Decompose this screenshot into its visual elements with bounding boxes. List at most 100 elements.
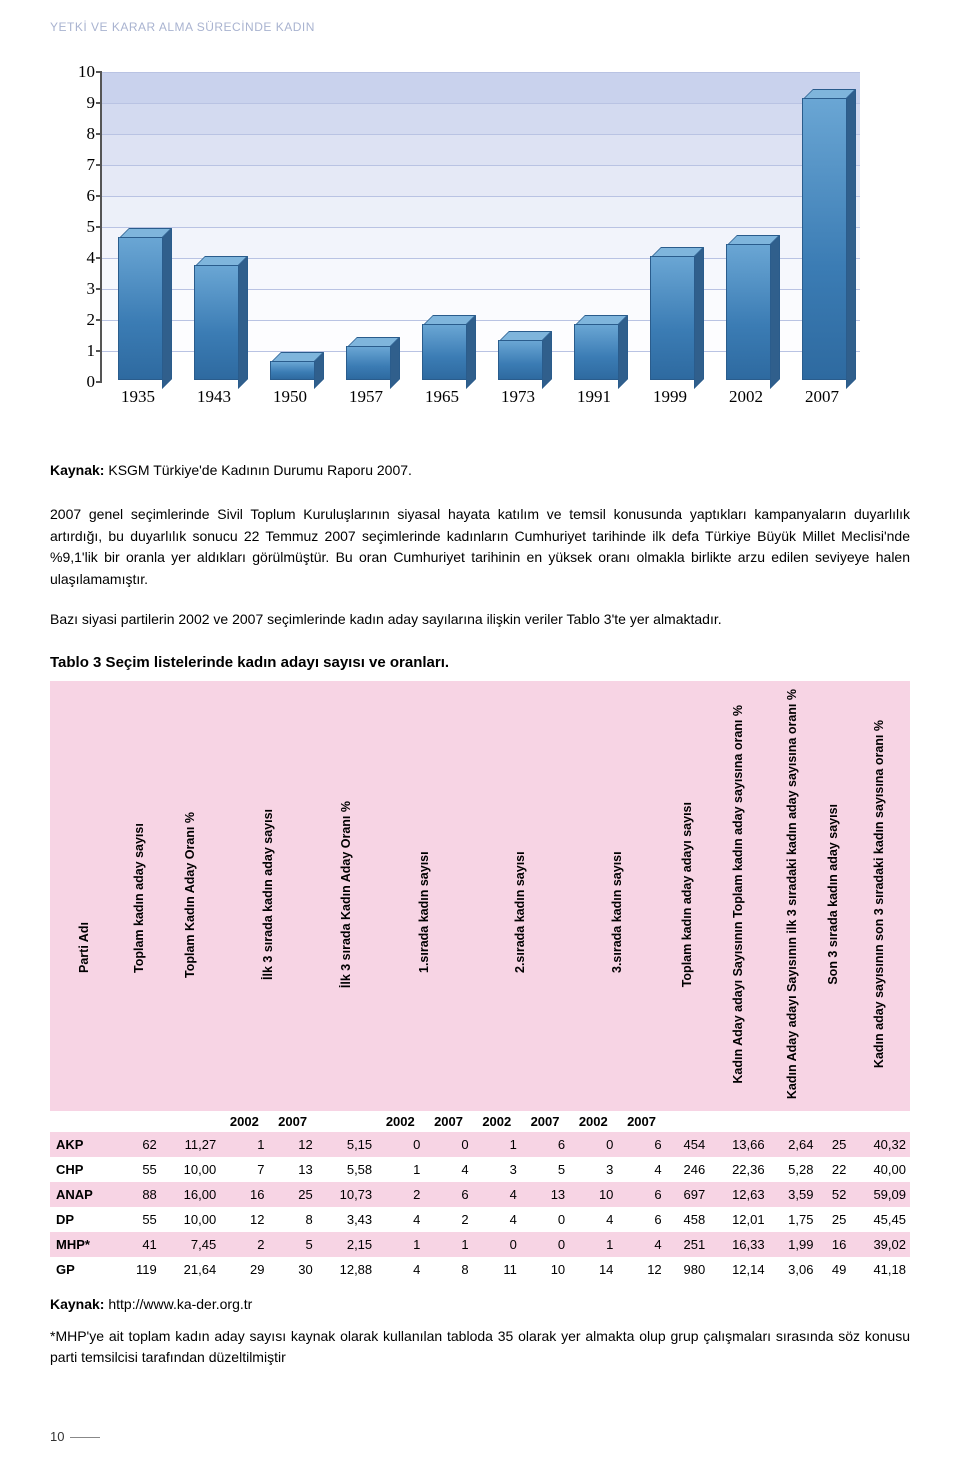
bar (498, 340, 543, 380)
data-cell: 13 (268, 1157, 316, 1182)
year-cell: 2007 (617, 1111, 665, 1132)
party-cell: CHP (50, 1157, 119, 1182)
x-tick-label: 1991 (564, 387, 624, 407)
data-cell: 0 (473, 1232, 521, 1257)
data-cell: 13 (521, 1182, 569, 1207)
bar (194, 265, 239, 380)
bar (422, 324, 467, 380)
data-cell: 21,64 (161, 1257, 220, 1282)
data-cell: 3 (569, 1157, 617, 1182)
data-cell: 22,36 (709, 1157, 768, 1182)
data-cell: 1 (424, 1232, 472, 1257)
table-title: Tablo 3 Seçim listelerinde kadın adayı s… (50, 654, 910, 671)
data-cell: 3 (473, 1157, 521, 1182)
year-cell (769, 1111, 818, 1132)
column-header: Kadın Aday adayı Sayısının Toplam kadın … (709, 681, 768, 1110)
chart-plot (100, 72, 860, 382)
data-cell: 5 (521, 1157, 569, 1182)
data-cell: 4 (376, 1207, 424, 1232)
x-tick-label: 1943 (184, 387, 244, 407)
column-header: Toplam kadın aday sayısı (119, 681, 161, 1110)
data-cell: 2 (376, 1182, 424, 1207)
data-cell: 246 (666, 1157, 710, 1182)
data-cell: 5 (268, 1232, 316, 1257)
data-table: Parti AdıToplam kadın aday sayısıToplam … (50, 681, 910, 1281)
table-row: AKP6211,271125,1500160645413,662,642540,… (50, 1132, 910, 1157)
column-header: Kadın Aday adayı Sayısının ilk 3 sıradak… (769, 681, 818, 1110)
year-cell: 2002 (376, 1111, 424, 1132)
table-row: CHP5510,007135,5814353424622,365,282240,… (50, 1157, 910, 1182)
year-cell (161, 1111, 220, 1132)
party-cell: DP (50, 1207, 119, 1232)
year-cell (50, 1111, 119, 1132)
y-tick-label: 8 (70, 124, 95, 144)
paragraph-1: 2007 genel seçimlerinde Sivil Toplum Kur… (50, 504, 910, 591)
data-cell: 6 (617, 1132, 665, 1157)
data-cell: 5,58 (317, 1157, 376, 1182)
data-cell: 6 (617, 1182, 665, 1207)
data-cell: 4 (617, 1232, 665, 1257)
data-cell: 59,09 (850, 1182, 910, 1207)
bar (726, 244, 771, 380)
data-cell: 12 (617, 1257, 665, 1282)
data-cell: 40,32 (850, 1132, 910, 1157)
data-cell: 4 (473, 1207, 521, 1232)
data-cell: 5,28 (769, 1157, 818, 1182)
x-tick-label: 1965 (412, 387, 472, 407)
table-row: DP5510,001283,4342404645812,011,752545,4… (50, 1207, 910, 1232)
x-tick-label: 1950 (260, 387, 320, 407)
data-cell: 30 (268, 1257, 316, 1282)
data-cell: 1 (220, 1132, 268, 1157)
data-cell: 29 (220, 1257, 268, 1282)
data-cell: 12 (268, 1132, 316, 1157)
y-tick-label: 6 (70, 186, 95, 206)
data-cell: 6 (617, 1207, 665, 1232)
data-cell: 52 (817, 1182, 850, 1207)
year-cell (709, 1111, 768, 1132)
data-cell: 3,43 (317, 1207, 376, 1232)
bar (270, 361, 315, 380)
table-source: Kaynak: http://www.ka-der.org.tr (50, 1296, 910, 1312)
data-cell: 697 (666, 1182, 710, 1207)
year-cell: 2007 (521, 1111, 569, 1132)
y-tick-label: 2 (70, 310, 95, 330)
year-cell (119, 1111, 161, 1132)
table-row: MHP*417,45252,1511001425116,331,991639,0… (50, 1232, 910, 1257)
table-row: ANAP8816,00162510,732641310669712,633,59… (50, 1182, 910, 1207)
data-cell: 6 (521, 1132, 569, 1157)
column-header: 1.sırada kadın sayısı (376, 681, 473, 1110)
data-cell: 62 (119, 1132, 161, 1157)
data-cell: 10 (521, 1257, 569, 1282)
data-cell: 0 (376, 1132, 424, 1157)
data-cell: 1 (569, 1232, 617, 1257)
data-cell: 2,64 (769, 1132, 818, 1157)
data-cell: 8 (424, 1257, 472, 1282)
data-cell: 0 (424, 1132, 472, 1157)
data-cell: 2 (220, 1232, 268, 1257)
data-cell: 55 (119, 1157, 161, 1182)
data-cell: 12,01 (709, 1207, 768, 1232)
data-cell: 0 (521, 1207, 569, 1232)
x-tick-label: 1957 (336, 387, 396, 407)
bar (118, 237, 163, 380)
data-cell: 1,99 (769, 1232, 818, 1257)
data-cell: 10,73 (317, 1182, 376, 1207)
year-cell: 2002 (569, 1111, 617, 1132)
year-cell: 2002 (220, 1111, 268, 1132)
data-cell: 8 (268, 1207, 316, 1232)
y-tick-label: 4 (70, 248, 95, 268)
data-cell: 4 (376, 1257, 424, 1282)
data-cell: 3,59 (769, 1182, 818, 1207)
data-cell: 16 (817, 1232, 850, 1257)
year-cell: 2002 (473, 1111, 521, 1132)
data-cell: 1,75 (769, 1207, 818, 1232)
data-cell: 12 (220, 1207, 268, 1232)
y-tick-label: 5 (70, 217, 95, 237)
year-cell (850, 1111, 910, 1132)
data-cell: 458 (666, 1207, 710, 1232)
data-cell: 12,88 (317, 1257, 376, 1282)
x-tick-label: 1935 (108, 387, 168, 407)
data-cell: 16,00 (161, 1182, 220, 1207)
year-cell: 2007 (424, 1111, 472, 1132)
data-cell: 45,45 (850, 1207, 910, 1232)
